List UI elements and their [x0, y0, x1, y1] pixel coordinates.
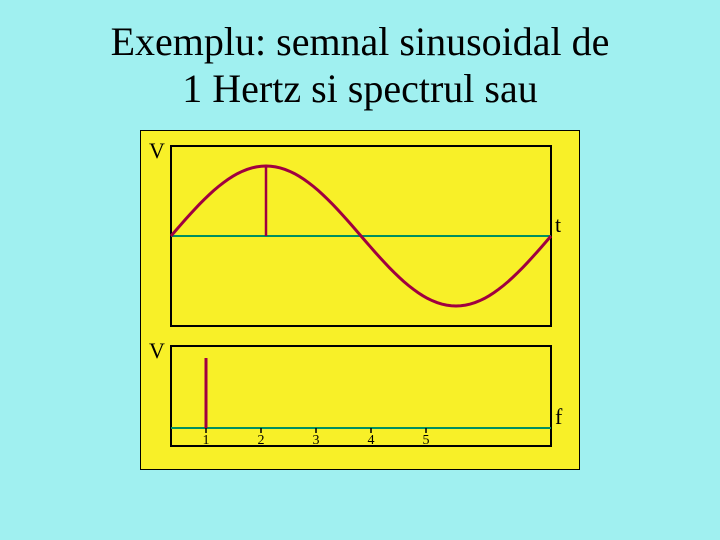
spectrum-xlabel: f: [555, 404, 563, 429]
figure-container: Vt Vf 1 2 3 4 5: [0, 130, 720, 470]
slide-title-line2: 1 Hertz si spectrul sau: [182, 66, 537, 111]
slide: Exemplu: semnal sinusoidal de 1 Hertz si…: [0, 0, 720, 540]
spectrum-tick-label: 3: [313, 433, 320, 448]
spectrum-ylabel: V: [149, 338, 165, 363]
spectrum-panel-border: [171, 346, 551, 446]
time-xlabel: t: [555, 212, 561, 237]
slide-title-line1: Exemplu: semnal sinusoidal de: [111, 19, 610, 64]
figure-svg: Vt Vf 1 2 3 4 5: [140, 130, 580, 470]
spectrum-tick-label: 2: [258, 433, 265, 448]
time-ylabel: V: [149, 138, 165, 163]
spectrum-tick-label: 4: [368, 433, 375, 448]
slide-title: Exemplu: semnal sinusoidal de 1 Hertz si…: [0, 18, 720, 112]
spectrum-tick-label: 1: [203, 433, 210, 448]
spectrum-tick-label: 5: [423, 433, 430, 448]
